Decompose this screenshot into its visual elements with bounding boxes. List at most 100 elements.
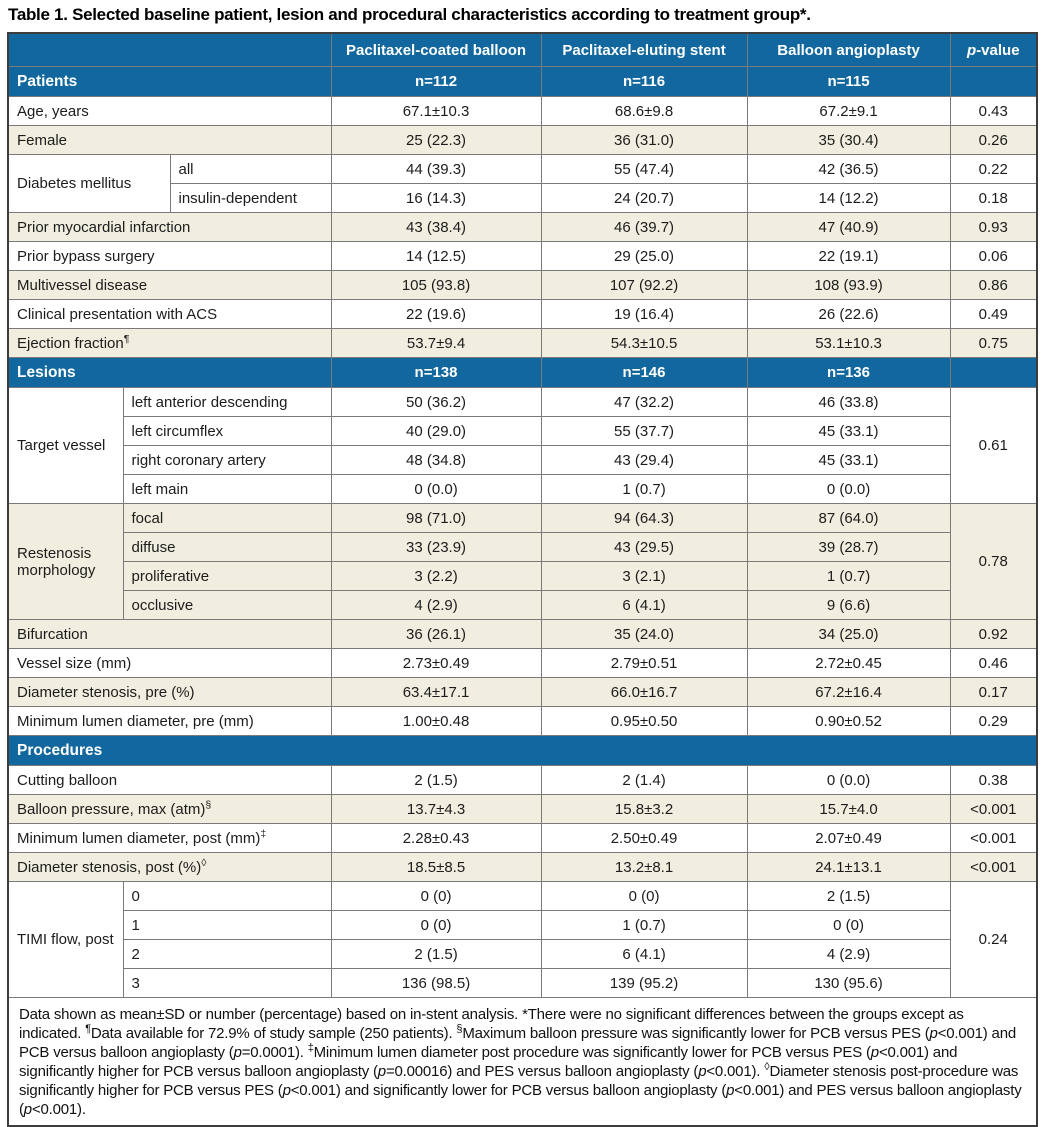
value-cell: 19 (16.4) — [540, 299, 748, 329]
value-cell: 43 (29.4) — [540, 445, 748, 475]
table-row: Balloon pressure, max (atm)§ 13.7±4.3 15.8… — [7, 794, 1038, 824]
value-cell: 53.1±10.3 — [746, 328, 951, 358]
p-value-cell: 0.22 — [949, 154, 1038, 184]
table-row: Cutting balloon 2 (1.5) 2 (1.4) 0 (0.0) 0.38 — [7, 765, 1038, 795]
p-value-cell: 0.06 — [949, 241, 1038, 271]
value-cell: 87 (64.0) — [746, 503, 951, 533]
table-row: insulin-dependent 16 (14.3) 24 (20.7) 14 (1… — [8, 183, 1038, 213]
value-cell: 55 (37.7) — [540, 416, 748, 446]
col-header-balloon-angioplasty: Balloon angioplasty — [746, 32, 951, 67]
value-cell: 6 (4.1) — [540, 590, 748, 620]
value-cell: 36 (31.0) — [540, 125, 748, 155]
row-label: Minimum lumen diameter, pre (mm) — [7, 706, 332, 736]
value-cell: 43 (38.4) — [330, 212, 542, 242]
table-row: Diabetes mellitus all 44 (39.3) 55 (47.4) 42… — [7, 154, 1038, 213]
value-cell: 2.28±0.43 — [330, 823, 542, 853]
row-label: Prior bypass surgery — [7, 241, 332, 271]
footnote-row: Data shown as mean±SD or number (percent… — [7, 997, 1038, 1127]
value-cell: 67.1±10.3 — [330, 96, 542, 126]
corner-cell — [7, 32, 332, 67]
value-cell: 3 (2.1) — [540, 561, 748, 591]
p-value-cell: <0.001 — [949, 794, 1038, 824]
row-label: TIMI flow, post — [7, 881, 124, 998]
p-value-cell: 0.24 — [949, 881, 1038, 998]
value-cell: 2.50±0.49 — [540, 823, 748, 853]
italic-p: p — [698, 1063, 707, 1080]
value-cell: 14 (12.2) — [746, 183, 951, 213]
row-label: Balloon pressure, max (atm)§ — [7, 794, 332, 824]
section-row-lesions: Lesions n=138 n=146 n=136 — [7, 357, 1038, 388]
row-sublabel: 3 — [122, 968, 332, 998]
value-cell: 130 (95.6) — [746, 968, 951, 998]
italic-p: p — [282, 1082, 291, 1099]
value-cell: 139 (95.2) — [540, 968, 748, 998]
section-label: Procedures — [7, 735, 1038, 766]
table-row: left main 0 (0.0) 1 (0.7) 0 (0.0) — [8, 474, 1037, 504]
p-value-cell: 0.46 — [949, 648, 1038, 678]
value-cell: 105 (93.8) — [330, 270, 542, 300]
row-sublabel: occlusive — [122, 590, 332, 620]
value-cell: 45 (33.1) — [746, 445, 951, 475]
col-header-p-value: p-value — [949, 32, 1038, 67]
section-row-procedures: Procedures — [7, 735, 1038, 766]
footnote: Data shown as mean±SD or number (percent… — [7, 997, 1038, 1127]
value-cell: 13.7±4.3 — [330, 794, 542, 824]
value-cell: 68.6±9.8 — [540, 96, 748, 126]
value-cell: 25 (22.3) — [330, 125, 542, 155]
p-value-cell: 0.29 — [949, 706, 1038, 736]
value-cell: 40 (29.0) — [330, 416, 542, 446]
p-value-cell: <0.001 — [949, 852, 1038, 882]
table-row: Diameter stenosis, post (%)◊ 18.5±8.5 13.2… — [7, 852, 1038, 882]
footnote-marker: ‡ — [260, 827, 267, 840]
row-sublabel: right coronary artery — [122, 445, 332, 475]
footnote-marker: § — [456, 1023, 463, 1035]
row-label: Ejection fraction¶ — [7, 328, 332, 358]
value-cell: 14 (12.5) — [330, 241, 542, 271]
p-value-cell: 0.92 — [949, 619, 1038, 649]
value-cell: 2 (1.5) — [746, 881, 951, 911]
table-row: diffuse 33 (23.9) 43 (29.5) 39 (28.7) — [8, 532, 1037, 562]
row-sublabel: focal — [122, 503, 332, 533]
section-count: n=116 — [540, 66, 748, 97]
value-cell: 107 (92.2) — [540, 270, 748, 300]
value-cell: 43 (29.5) — [540, 532, 748, 562]
table-row: Minimum lumen diameter, post (mm)‡ 2.28±0… — [7, 823, 1038, 853]
table-title: Table 1. Selected baseline patient, lesi… — [8, 5, 811, 24]
row-label: Cutting balloon — [7, 765, 332, 795]
value-cell: 47 (32.2) — [540, 387, 748, 417]
p-value-cell: 0.49 — [949, 299, 1038, 329]
row-label: Multivessel disease — [7, 270, 332, 300]
table-row: Multivessel disease 105 (93.8) 107 (92.2) 1… — [7, 270, 1038, 300]
value-cell: 26 (22.6) — [746, 299, 951, 329]
value-cell: 36 (26.1) — [330, 619, 542, 649]
table-row: Restenosis morphology focal 98 (71.0) 94 (6… — [7, 503, 1038, 620]
row-label: Bifurcation — [7, 619, 332, 649]
value-cell: 2.79±0.51 — [540, 648, 748, 678]
col-header-paclitaxel-eluting-stent: Paclitaxel-eluting stent — [540, 32, 748, 67]
table-row: Vessel size (mm) 2.73±0.49 2.79±0.51 2.72±0… — [7, 648, 1038, 678]
value-cell: 42 (36.5) — [746, 154, 951, 184]
table-row: Prior bypass surgery 14 (12.5) 29 (25.0) 22… — [7, 241, 1038, 271]
row-sublabel: insulin-dependent — [169, 183, 332, 213]
row-label: Diameter stenosis, post (%)◊ — [7, 852, 332, 882]
value-cell: 22 (19.6) — [330, 299, 542, 329]
value-cell: 35 (24.0) — [540, 619, 748, 649]
value-cell: 94 (64.3) — [540, 503, 748, 533]
value-cell: 39 (28.7) — [746, 532, 951, 562]
value-cell: 98 (71.0) — [330, 503, 542, 533]
value-cell: 4 (2.9) — [330, 590, 542, 620]
table-row: proliferative 3 (2.2) 3 (2.1) 1 (0.7) — [8, 561, 1037, 591]
value-cell: 2 (1.5) — [330, 765, 542, 795]
p-value-cell: 0.61 — [949, 387, 1038, 504]
value-cell: 24 (20.7) — [540, 183, 748, 213]
value-cell: 33 (23.9) — [330, 532, 542, 562]
row-sublabel: proliferative — [122, 561, 332, 591]
row-label: Age, years — [7, 96, 332, 126]
row-label: Restenosis morphology — [7, 503, 124, 620]
row-label: Clinical presentation with ACS — [7, 299, 332, 329]
value-cell: 46 (33.8) — [746, 387, 951, 417]
italic-p: p — [929, 1025, 938, 1042]
footnote-marker: § — [205, 798, 212, 811]
